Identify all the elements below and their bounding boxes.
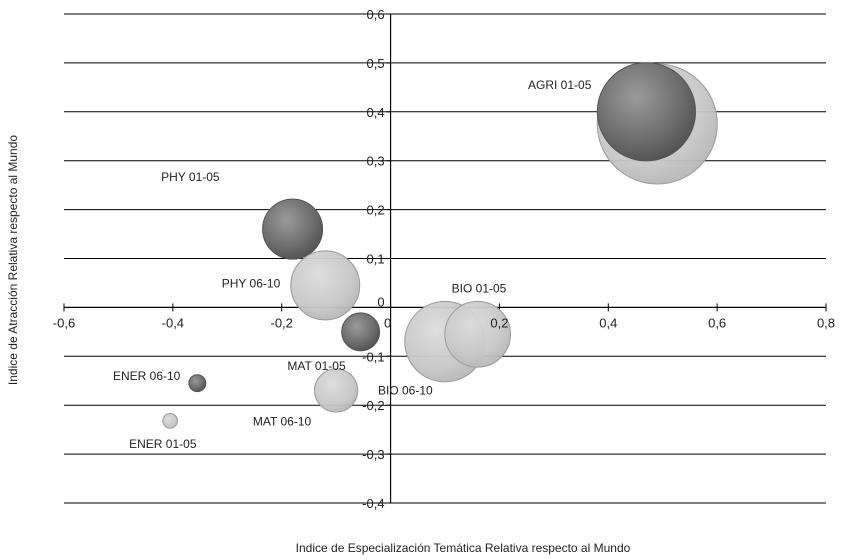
y-tick-label-5: 0,1 <box>366 252 384 267</box>
gridlines <box>64 13 826 504</box>
bubble-label-ener-06-10: ENER 06-10 <box>113 369 181 383</box>
bubble-label-bio-06-10: BIO 06-10 <box>378 384 433 398</box>
bubble-ener-01-05 <box>162 412 178 429</box>
bubble-mat-06-10 <box>314 368 359 413</box>
y-tick-label-8: 0,4 <box>366 105 384 120</box>
y-tick-label-0: -0,4 <box>362 496 384 511</box>
x-axis-title: Indice de Especialización Temática Relat… <box>296 541 631 555</box>
x-tick-label-5: 0,4 <box>599 315 617 330</box>
y-tick-label-2: -0,2 <box>362 398 384 413</box>
bubble-label-mat-06-10: MAT 06-10 <box>253 415 312 429</box>
y-axis-title: Indice de Atracción Relativa respecto al… <box>6 135 20 385</box>
bubble-label-mat-01-05: MAT 01-05 <box>287 359 346 373</box>
bubble-label-agri-01-05: AGRI 01-05 <box>528 78 592 92</box>
y-tick-label-6: 0,2 <box>366 203 384 218</box>
bubble-ener-06-10 <box>188 374 207 393</box>
bubble-label-phy-01-05: PHY 01-05 <box>161 170 220 184</box>
y-tick-label-10: 0,6 <box>366 7 384 22</box>
y-tick-label-3: -0,1 <box>362 349 384 364</box>
x-tick-label-1: -0,4 <box>162 315 184 330</box>
x-tick-label-3: 0 <box>384 315 391 330</box>
x-tick-label-0: -0,6 <box>53 315 75 330</box>
y-tick-label-1: -0,3 <box>362 447 384 462</box>
x-tick-label-6: 0,6 <box>708 315 726 330</box>
bubble-phy-06-10 <box>290 250 361 321</box>
bubble-agri-01-05 <box>596 62 696 162</box>
tick-labels: -0,6 -0,4 -0,2 0 0,2 0,4 0,6 0,8 -0,4 -0,3 -0,2 -0,… <box>53 7 835 511</box>
x-tick-label-2: -0,2 <box>271 315 293 330</box>
y-tick-label-4: 0 <box>377 294 384 309</box>
bubble-phy-01-05 <box>262 198 324 260</box>
bubble-label-bio-01-05: BIO 01-05 <box>452 281 507 295</box>
bubble-mat-01-05 <box>341 312 381 352</box>
y-tick-label-9: 0,5 <box>366 56 384 71</box>
bubble-label-ener-01-05: ENER 01-05 <box>129 437 197 451</box>
bubble-label-phy-06-10: PHY 06-10 <box>222 276 281 290</box>
bubble-bio-01-05 <box>444 300 512 368</box>
y-tick-label-7: 0,3 <box>366 154 384 169</box>
x-tick-label-4: 0,2 <box>490 315 508 330</box>
x-tick-label-7: 0,8 <box>817 315 835 330</box>
bubbles <box>162 62 718 429</box>
